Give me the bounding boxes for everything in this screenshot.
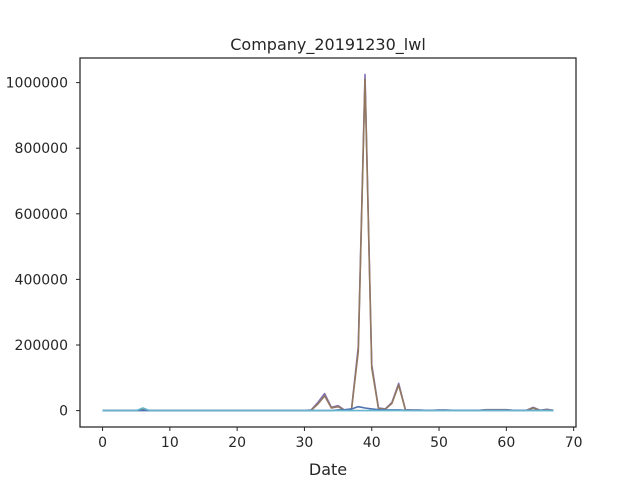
x-tick-label: 50 [430, 435, 448, 451]
chart-title: Company_20191230_lwl [230, 35, 426, 55]
y-tick-label: 600000 [15, 207, 68, 223]
x-tick-label: 60 [497, 435, 515, 451]
y-tick-label: 0 [59, 404, 68, 420]
plot-lines [102, 73, 554, 412]
series-line-0 [102, 73, 554, 412]
x-ticks: 0 10 20 30 40 50 60 70 [98, 427, 583, 451]
x-tick-label: 10 [161, 435, 179, 451]
x-tick-label: 30 [296, 435, 314, 451]
y-tick-label: 200000 [15, 338, 68, 354]
series-line-1 [102, 78, 554, 412]
y-tick-label: 400000 [15, 272, 68, 288]
series-line-3 [102, 407, 554, 412]
plot-frame [79, 57, 577, 428]
x-tick-label: 20 [228, 435, 246, 451]
x-tick-label: 70 [565, 435, 583, 451]
x-tick-label: 0 [98, 435, 107, 451]
y-tick-label: 800000 [15, 141, 68, 157]
y-tick-label: 1000000 [6, 76, 68, 92]
x-tick-label: 40 [363, 435, 381, 451]
y-ticks: 0 200000 400000 600000 800000 1000000 [6, 76, 80, 420]
x-axis-label: Date [309, 460, 347, 479]
